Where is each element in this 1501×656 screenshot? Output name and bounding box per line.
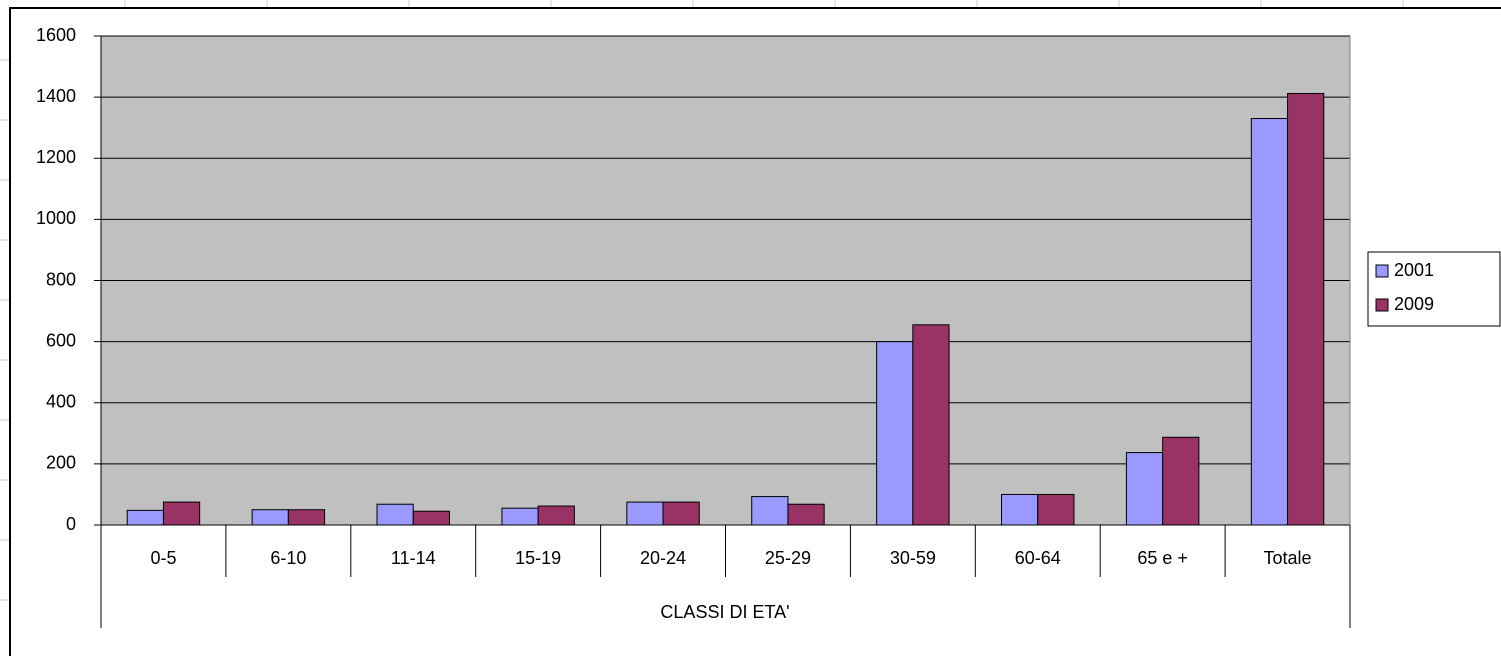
bar: [751, 496, 789, 526]
bar: [287, 509, 326, 526]
bar: [537, 505, 575, 526]
bar: [251, 509, 289, 526]
bar: [787, 503, 825, 526]
legend-swatch: [1375, 264, 1389, 278]
x-tick-label: 65 e +: [1137, 548, 1188, 568]
bar: [662, 501, 700, 526]
legend: [1367, 251, 1501, 327]
bar: [1287, 92, 1325, 526]
y-tick-label: 1600: [36, 25, 76, 45]
y-tick-label: 0: [66, 514, 76, 534]
bar: [1125, 452, 1164, 526]
legend-label: 2001: [1394, 260, 1434, 280]
x-tick-label: 6-10: [270, 548, 306, 568]
x-tick-label: 15-19: [515, 548, 561, 568]
y-tick-label: 1200: [36, 147, 76, 167]
bar: [1162, 436, 1200, 526]
x-tick-label: 60-64: [1015, 548, 1061, 568]
y-tick-label: 400: [46, 392, 76, 412]
bar: [626, 501, 664, 526]
sheet-lines: [0, 0, 1404, 601]
legend-label: 2009: [1394, 294, 1434, 314]
x-tick-label: 11-14: [391, 548, 436, 568]
y-tick-label: 200: [46, 453, 76, 473]
y-tick-label: 1400: [36, 86, 76, 106]
y-tick-label: 1000: [36, 208, 76, 228]
x-tick-label: 0-5: [150, 548, 176, 568]
bar: [1001, 493, 1039, 526]
bar: [501, 507, 539, 526]
bar: [412, 510, 450, 526]
bar: [1037, 493, 1075, 526]
bar: [126, 509, 164, 526]
bar: [912, 324, 950, 526]
x-tick-label: 25-29: [765, 548, 811, 568]
y-tick-label: 800: [46, 269, 76, 289]
chart-border: [9, 7, 1501, 656]
x-tick-label: Totale: [1264, 548, 1312, 568]
x-axis-label: CLASSI DI ETA': [660, 602, 789, 622]
y-tick-label: 600: [46, 330, 76, 350]
bar: [162, 501, 201, 526]
bar: [876, 341, 914, 526]
x-tick-label: 20-24: [640, 548, 686, 568]
x-tick-label: 30-59: [890, 548, 936, 568]
legend-swatch: [1375, 298, 1389, 312]
bar: [376, 503, 414, 526]
bar: [1250, 118, 1289, 526]
